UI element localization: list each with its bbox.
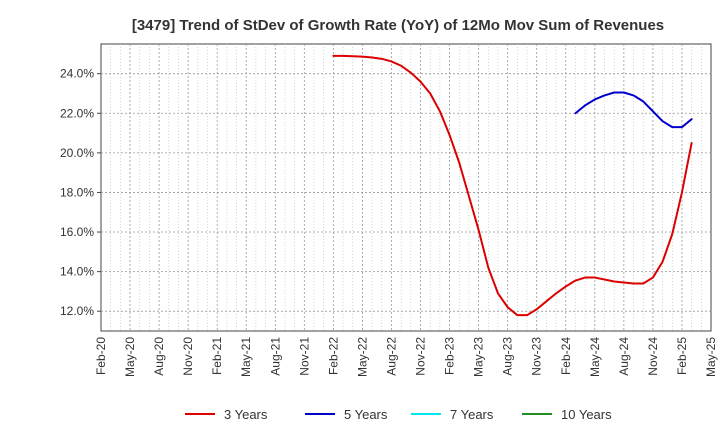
x-tick-label: May-23 <box>472 337 486 377</box>
y-tick-label: 22.0% <box>60 106 94 120</box>
y-tick-label: 18.0% <box>60 185 94 199</box>
x-tick-label: Nov-22 <box>414 337 428 376</box>
legend-label: 3 Years <box>224 407 268 422</box>
x-tick-label: May-25 <box>704 337 718 377</box>
y-tick-label: 12.0% <box>60 304 94 318</box>
x-tick-label: Aug-24 <box>617 337 631 376</box>
x-tick-label: May-22 <box>355 337 369 377</box>
y-tick-label: 16.0% <box>60 225 94 239</box>
legend: 3 Years 5 Years 7 Years 10 Years <box>185 407 612 422</box>
y-tick-label: 24.0% <box>60 67 94 81</box>
x-tick-label: Nov-20 <box>181 337 195 376</box>
x-tick-label: Feb-23 <box>443 337 457 375</box>
x-tick-label: Feb-21 <box>210 337 224 375</box>
x-tick-label: Feb-20 <box>94 337 108 375</box>
x-tick-label: May-24 <box>588 337 602 377</box>
x-axis: Feb-20 May-20 Aug-20 Nov-20 Feb-21 May-21 Aug-… <box>94 337 718 377</box>
x-tick-label: Nov-24 <box>646 337 660 376</box>
chart-title: [3479] Trend of StDev of Growth Rate (Yo… <box>132 17 664 34</box>
x-tick-label: Aug-22 <box>384 337 398 376</box>
x-tick-label: May-20 <box>123 337 137 377</box>
x-tick-label: Aug-21 <box>268 337 282 376</box>
x-tick-label: Feb-24 <box>559 337 573 375</box>
x-tick-label: May-21 <box>239 337 253 377</box>
legend-label: 10 Years <box>561 407 612 422</box>
x-tick-label: Nov-23 <box>530 337 544 376</box>
x-tick-label: Feb-25 <box>675 337 689 375</box>
legend-label: 7 Years <box>450 407 494 422</box>
x-tick-label: Feb-22 <box>326 337 340 375</box>
x-tick-label: Aug-23 <box>501 337 515 376</box>
legend-label: 5 Years <box>344 407 388 422</box>
plot-area <box>101 44 711 331</box>
x-tick-label: Nov-21 <box>297 337 311 376</box>
chart: [3479] Trend of StDev of Growth Rate (Yo… <box>0 0 720 440</box>
y-axis: 12.0% 14.0% 16.0% 18.0% 20.0% 22.0% 24.0% <box>60 67 101 319</box>
x-tick-label: Aug-20 <box>152 337 166 376</box>
y-tick-label: 14.0% <box>60 265 94 279</box>
y-tick-label: 20.0% <box>60 146 94 160</box>
